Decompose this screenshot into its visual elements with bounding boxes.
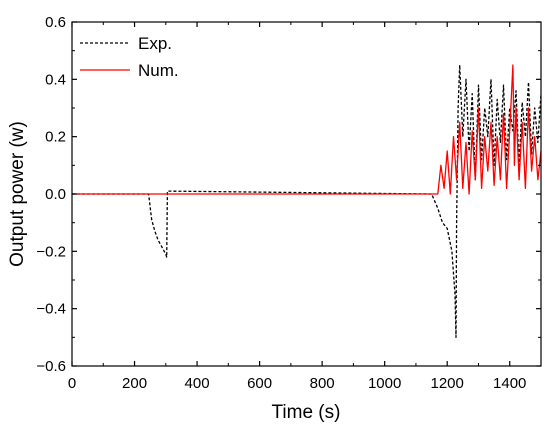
legend-label-1: Num. <box>138 61 179 80</box>
y-tick-label: 0.4 <box>45 71 66 88</box>
legend: Exp. Num. <box>80 34 179 80</box>
y-tick-label: −0.4 <box>36 301 66 318</box>
axes: 0 200 400 600 800 1000 1200 1400 −0.6 −0.4 −0.2 0.0… <box>36 14 542 392</box>
x-tick-label: 1200 <box>431 375 464 392</box>
x-tick-label: 1000 <box>368 375 401 392</box>
y-tick-label: −0.2 <box>36 243 66 260</box>
series-line-0 <box>72 64 542 338</box>
x-tick-label: 800 <box>310 375 335 392</box>
x-tick-label: 600 <box>247 375 272 392</box>
x-tick-label: 1400 <box>493 375 526 392</box>
y-tick-label: 0.2 <box>45 129 66 146</box>
plot-area <box>72 64 542 338</box>
y-tick-label: 0.0 <box>45 186 66 203</box>
x-tick-label: 0 <box>68 375 76 392</box>
y-axis-label: Output power (w) <box>7 121 28 267</box>
y-tick-label: 0.6 <box>45 14 66 31</box>
y-tick-label: −0.6 <box>36 358 66 375</box>
x-tick-label: 200 <box>122 375 147 392</box>
legend-label-0: Exp. <box>138 34 172 53</box>
x-tick-label: 400 <box>185 375 210 392</box>
x-axis-label: Time (s) <box>272 402 341 423</box>
series-line-1 <box>72 64 542 195</box>
